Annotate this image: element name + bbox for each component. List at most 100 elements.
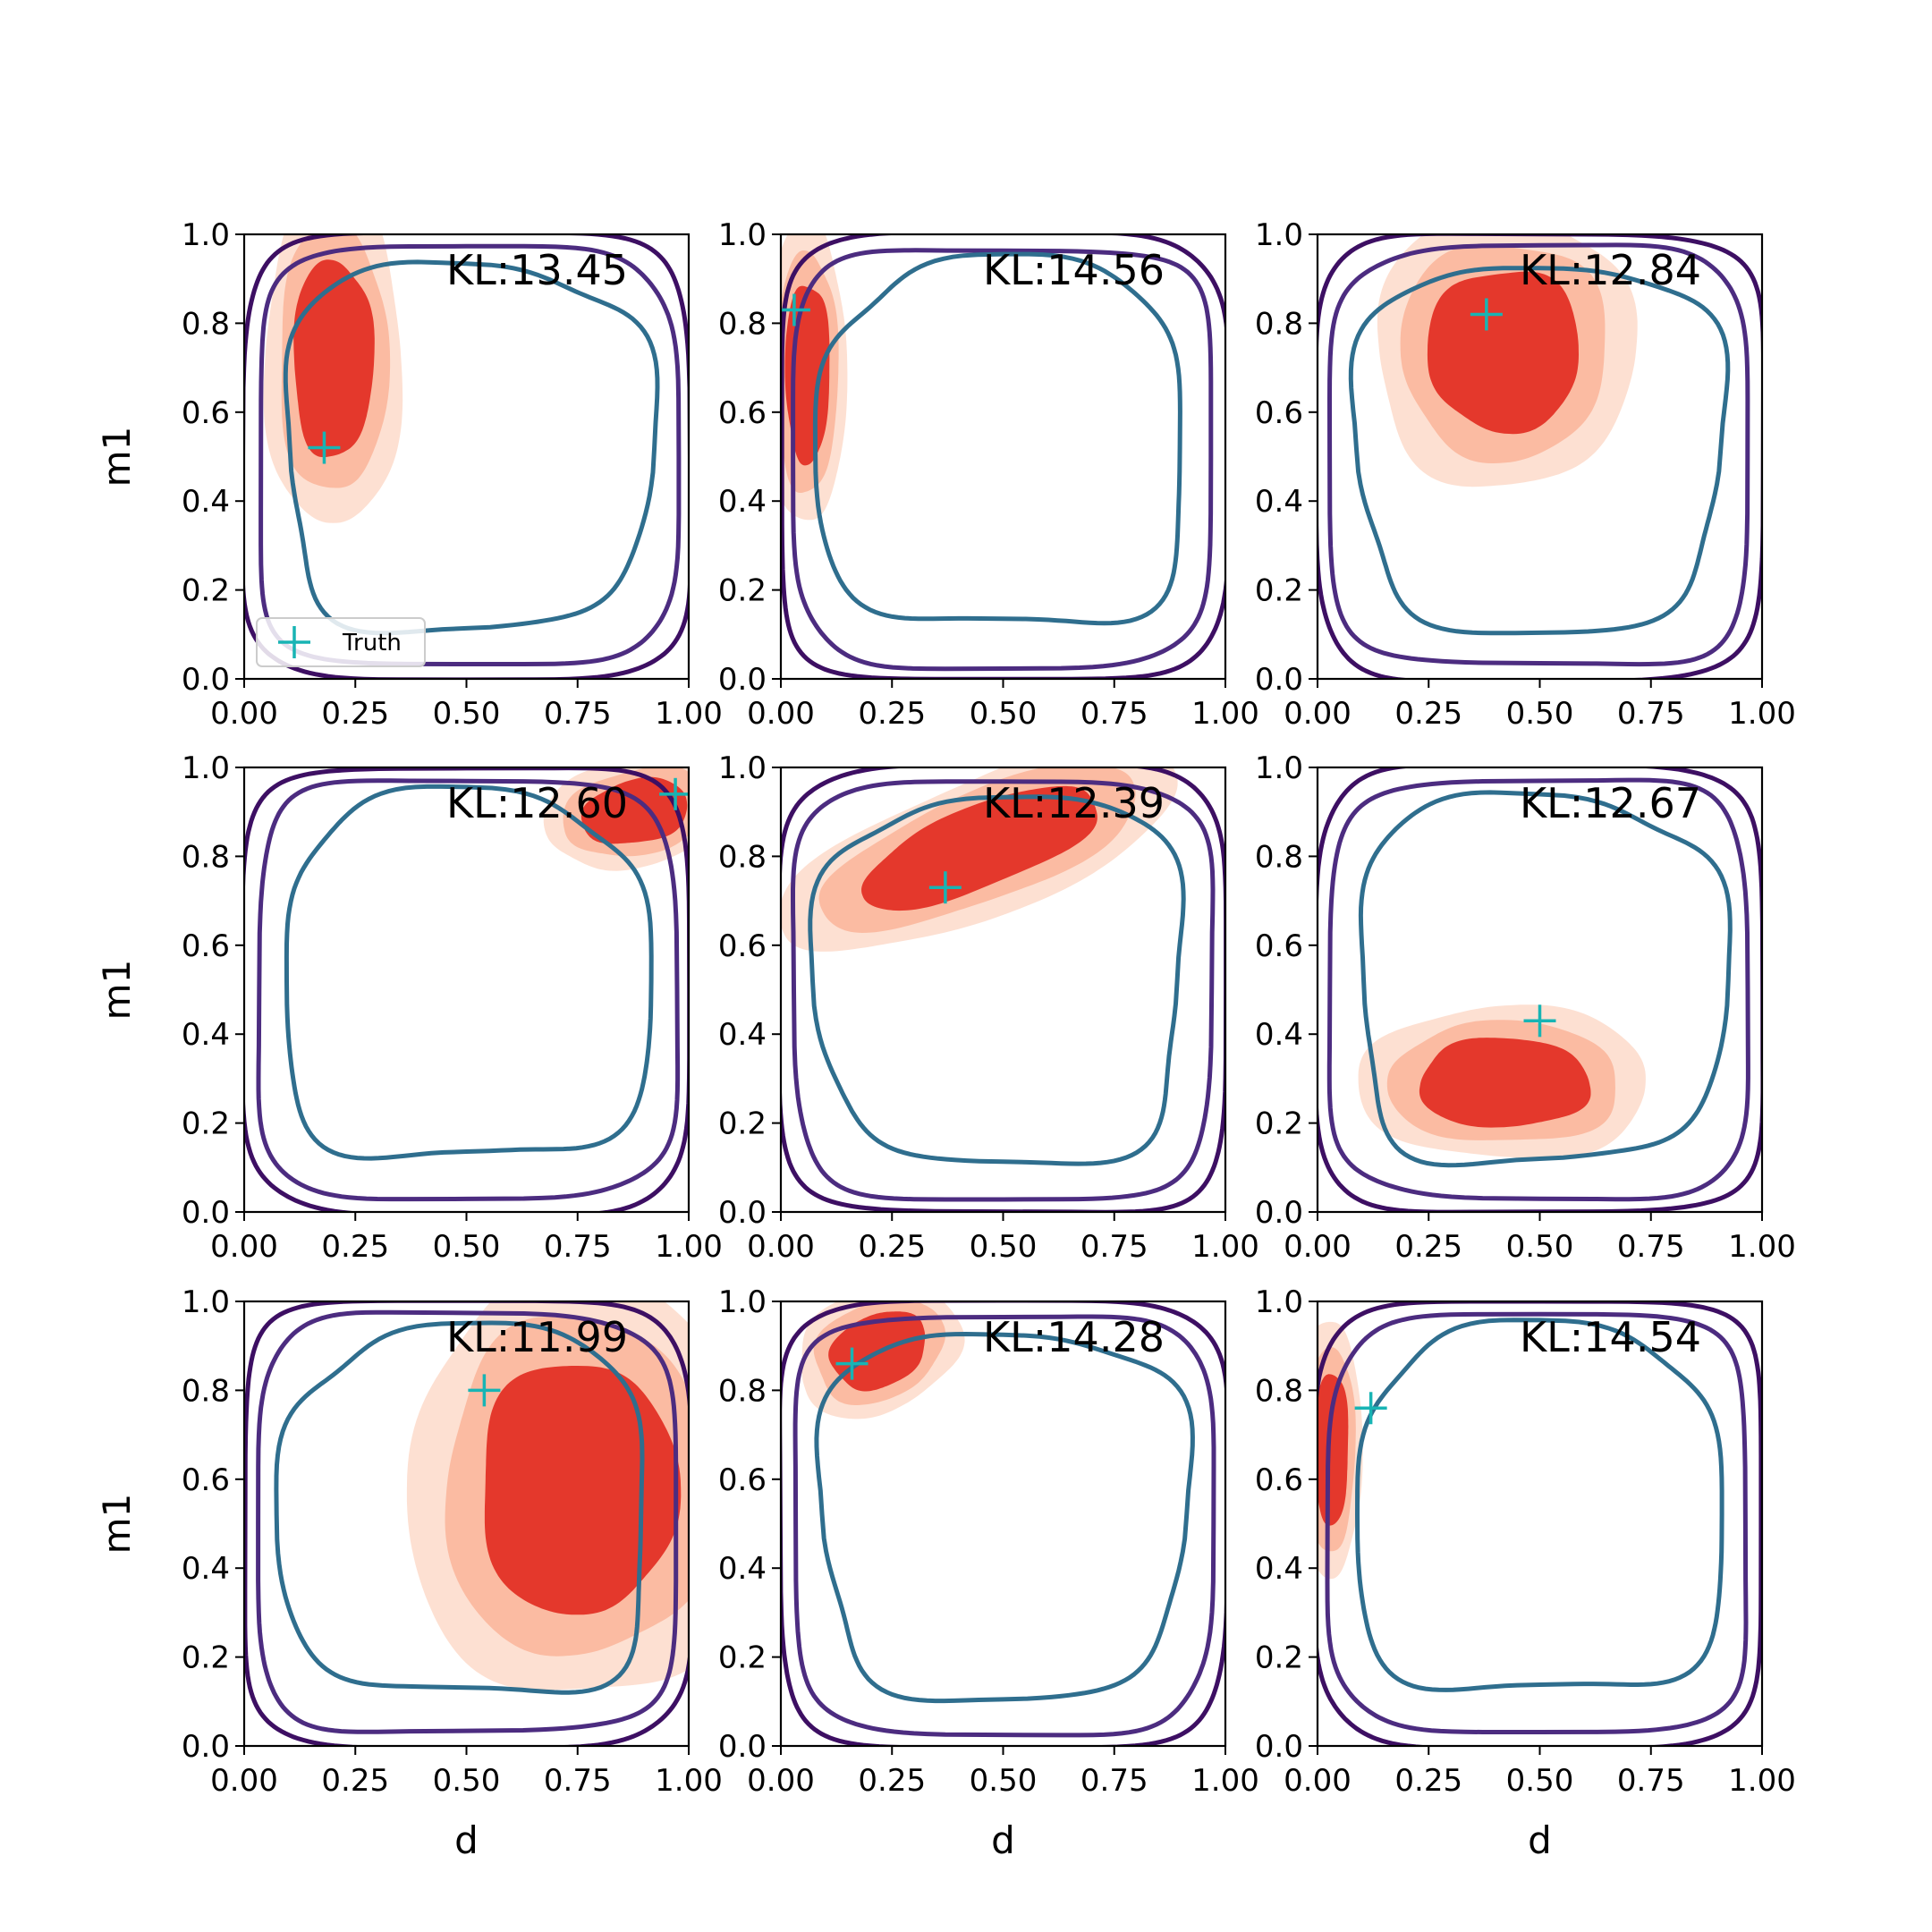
- y-tick-label: 0.2: [1255, 1106, 1303, 1142]
- x-tick-label: 0.00: [210, 1763, 278, 1799]
- y-tick-label: 0.0: [1255, 1729, 1303, 1765]
- prior-contour-outer: [244, 234, 689, 679]
- y-tick-label: 0.8: [1255, 839, 1303, 875]
- prior-contour-inner: [1358, 790, 1733, 1168]
- y-tick-label: 0.4: [1255, 484, 1303, 520]
- kl-annotation: KL:12.39: [983, 779, 1165, 827]
- x-tick-label: 0.25: [1394, 696, 1462, 732]
- y-tick-label: 1.0: [182, 1284, 230, 1320]
- x-tick-label: 0.75: [544, 696, 612, 732]
- truth-marker: [781, 293, 810, 326]
- y-tick-label: 0.0: [182, 662, 230, 698]
- prior-contour-outer: [1318, 1301, 1762, 1746]
- prior-contour-mid: [1326, 777, 1750, 1202]
- y-tick-label: 0.4: [718, 484, 767, 520]
- y-tick-label: 0.4: [182, 1017, 230, 1053]
- x-tick-label: 0.00: [1284, 696, 1352, 732]
- x-tick-label: 1.00: [1728, 1763, 1796, 1799]
- truth-marker: [659, 777, 689, 810]
- subplot-panel-1: 0.00 0.25 0.50 0.75 1.00 0.0 0.2 0.4 0.6 0.8 1.0 KL…: [95, 217, 723, 732]
- x-tick-label: 0.75: [1617, 1229, 1685, 1265]
- y-tick-label: 0.0: [182, 1729, 230, 1765]
- y-tick-label: 0.2: [718, 1640, 767, 1676]
- y-tick-label: 0.4: [182, 484, 230, 520]
- x-tick-label: 0.75: [1080, 1763, 1148, 1799]
- y-tick-label: 0.4: [718, 1551, 767, 1587]
- prior-contour-outer: [781, 767, 1225, 1212]
- x-tick-label: 1.00: [1191, 696, 1259, 732]
- prior-contour-inner: [812, 251, 1182, 626]
- plus-icon: [278, 626, 310, 658]
- y-tick-label: 1.0: [1255, 750, 1303, 786]
- axes-frame: [779, 233, 1227, 681]
- prior-contour-inner: [274, 1320, 645, 1695]
- prior-contour-inner: [283, 259, 660, 636]
- x-tick-label: 1.00: [1728, 696, 1796, 732]
- x-tick-label: 0.50: [1506, 696, 1574, 732]
- x-tick-label: 0.00: [1284, 1229, 1352, 1265]
- y-tick-label: 0.2: [1255, 573, 1303, 609]
- kl-annotation: KL:14.54: [1520, 1313, 1701, 1361]
- y-tick-label: 0.2: [1255, 1640, 1303, 1676]
- y-tick-label: 0.0: [718, 662, 767, 698]
- y-tick-label: 1.0: [718, 1284, 767, 1320]
- y-tick-label: 0.0: [718, 1195, 767, 1231]
- x-tick-label: 0.25: [321, 1763, 389, 1799]
- prior-contour-mid: [256, 1309, 679, 1734]
- x-axis-label: d: [454, 1818, 479, 1862]
- y-tick-label: 0.4: [718, 1017, 767, 1053]
- prior-contour-inner: [1348, 266, 1731, 636]
- y-tick-label: 0.6: [182, 1462, 230, 1498]
- y-tick-label: 0.8: [718, 306, 767, 342]
- y-tick-label: 0.6: [182, 395, 230, 431]
- y-tick-label: 0.2: [718, 573, 767, 609]
- plot-area: [1318, 234, 1762, 679]
- x-tick-label: 1.00: [655, 696, 723, 732]
- x-tick-label: 0.75: [544, 1229, 612, 1265]
- y-axis-label: m1: [95, 1494, 139, 1555]
- kl-annotation: KL:12.67: [1520, 779, 1701, 827]
- prior-contour-mid: [1326, 242, 1750, 667]
- x-tick-label: 0.00: [210, 1229, 278, 1265]
- subplot-panel-8: 0.00 0.25 0.50 0.75 1.00 0.0 0.2 0.4 0.6 0.8 1.0 KL…: [718, 1284, 1259, 1862]
- kl-annotation: KL:14.56: [983, 246, 1165, 294]
- prior-contour-inner: [814, 1331, 1195, 1704]
- y-axis-label: m1: [95, 427, 139, 487]
- y-tick-label: 0.6: [718, 1462, 767, 1498]
- posterior-contour-inner: [1427, 271, 1579, 435]
- y-tick-label: 0.6: [1255, 1462, 1303, 1498]
- legend: Truth: [256, 617, 426, 667]
- x-tick-label: 0.25: [321, 696, 389, 732]
- y-tick-label: 0.8: [182, 839, 230, 875]
- x-tick-label: 0.50: [970, 1229, 1038, 1265]
- kl-annotation: KL:13.45: [446, 246, 628, 294]
- plot-area: [244, 234, 689, 679]
- x-tick-label: 1.00: [655, 1763, 723, 1799]
- truth-marker: [1470, 298, 1503, 331]
- x-tick-label: 0.50: [433, 1763, 501, 1799]
- y-tick-label: 0.6: [182, 928, 230, 964]
- y-tick-label: 0.6: [1255, 395, 1303, 431]
- y-tick-label: 0.2: [182, 573, 230, 609]
- y-tick-label: 0.4: [182, 1551, 230, 1587]
- x-tick-label: 0.25: [321, 1229, 389, 1265]
- x-tick-label: 0.25: [1394, 1229, 1462, 1265]
- x-tick-label: 0.50: [970, 1763, 1038, 1799]
- y-tick-label: 1.0: [1255, 1284, 1303, 1320]
- subplot-panel-5: 0.00 0.25 0.50 0.75 1.00 0.0 0.2 0.4 0.6 0.8 1.0 KL…: [718, 750, 1259, 1265]
- axes-frame: [1316, 1300, 1764, 1748]
- prior-contour-mid: [256, 778, 681, 1202]
- x-axis-label: d: [1528, 1818, 1552, 1862]
- y-tick-label: 0.2: [182, 1106, 230, 1142]
- prior-contour-outer: [781, 1301, 1225, 1746]
- y-tick-label: 1.0: [718, 750, 767, 786]
- x-tick-label: 1.00: [1191, 1229, 1259, 1265]
- prior-contour-mid: [791, 779, 1216, 1202]
- posterior-contour-inner: [293, 259, 375, 458]
- y-tick-label: 1.0: [1255, 217, 1303, 253]
- y-tick-label: 1.0: [718, 217, 767, 253]
- prior-contour-outer: [1318, 767, 1762, 1212]
- x-tick-label: 0.25: [858, 1229, 926, 1265]
- y-tick-label: 0.8: [1255, 306, 1303, 342]
- prior-contour-mid: [258, 243, 682, 666]
